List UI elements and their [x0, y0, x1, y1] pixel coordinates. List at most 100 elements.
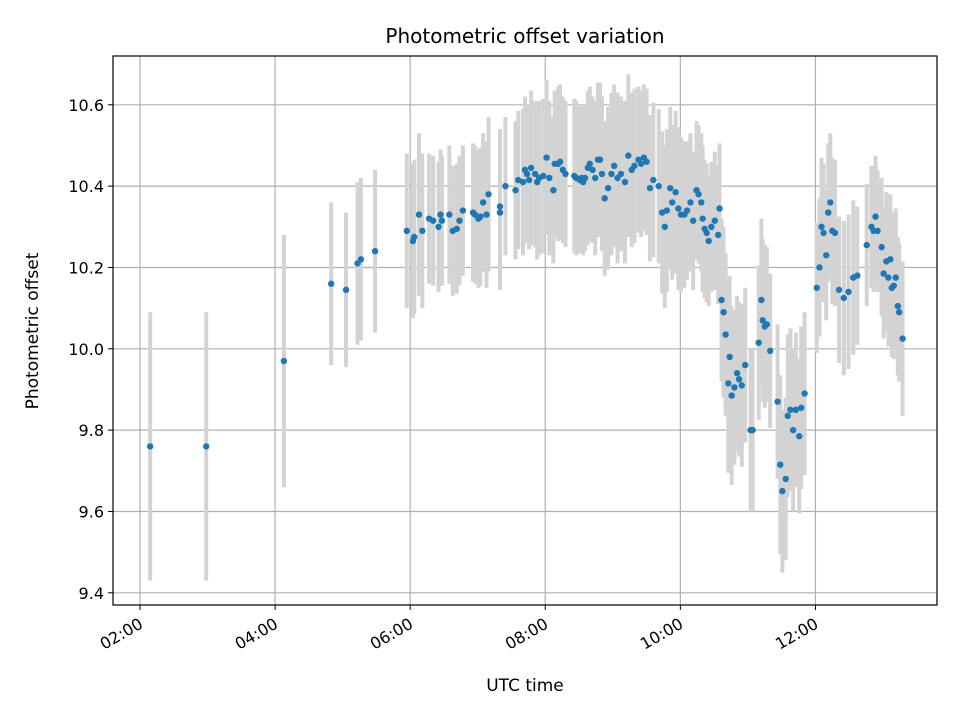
data-point: [792, 406, 800, 413]
data-point: [621, 178, 629, 186]
data-point: [738, 382, 746, 389]
y-tick-label: 9.4: [79, 584, 104, 603]
data-point: [479, 199, 487, 206]
data-point: [835, 286, 843, 294]
data-point: [581, 174, 589, 182]
data-point: [496, 209, 504, 216]
data-point: [820, 229, 827, 237]
data-point: [711, 217, 718, 224]
data-point: [728, 392, 735, 399]
data-point: [880, 270, 887, 277]
data-point: [459, 207, 467, 214]
data-point: [357, 256, 365, 263]
y-axis-label: Photometric offset: [23, 252, 43, 409]
data-point: [689, 217, 697, 224]
data-point: [661, 223, 669, 230]
data-point: [429, 217, 437, 224]
data-point: [589, 166, 596, 174]
data-point: [718, 296, 725, 304]
data-point: [453, 225, 460, 233]
data-point: [446, 211, 453, 218]
data-point: [813, 284, 820, 291]
data-point: [687, 199, 694, 206]
data-point: [546, 174, 553, 182]
data-point: [885, 274, 892, 281]
data-point: [327, 280, 335, 287]
y-tick-label: 10.2: [68, 258, 104, 277]
y-tick-label: 10.4: [68, 177, 104, 196]
data-point: [596, 156, 604, 163]
data-point: [722, 331, 729, 338]
data-point: [646, 184, 654, 192]
data-point: [631, 162, 638, 169]
data-point: [755, 339, 762, 346]
data-point: [798, 404, 805, 411]
y-tick-label: 9.8: [79, 421, 104, 440]
data-point: [419, 227, 426, 235]
x-tick-label: 06:00: [367, 614, 416, 654]
error-bars: [148, 74, 905, 581]
chart-title: Photometric offset variation: [385, 24, 664, 48]
data-point: [823, 252, 830, 259]
x-tick-label: 10:00: [637, 614, 686, 654]
data-point: [899, 335, 906, 342]
data-point: [782, 475, 789, 483]
data-point: [741, 361, 749, 369]
data-point: [663, 207, 671, 214]
data-point: [714, 231, 722, 239]
data-point: [698, 199, 705, 206]
data-point: [523, 170, 531, 178]
data-point: [637, 160, 645, 167]
data-point: [415, 211, 423, 218]
data-point: [840, 294, 847, 302]
data-point: [695, 191, 702, 198]
data-point: [796, 433, 803, 440]
data-point: [845, 288, 852, 296]
data-point: [543, 154, 550, 161]
data-point: [519, 178, 527, 186]
data-point: [496, 203, 504, 210]
data-point: [725, 380, 732, 387]
y-axis-ticks: 9.4 9.6 9.8 10.0 10.2 10.4 10.6: [68, 96, 113, 603]
data-point: [540, 172, 547, 180]
data-point: [801, 390, 808, 397]
data-point: [758, 296, 765, 304]
data-point: [610, 162, 618, 169]
data-point: [608, 170, 615, 178]
data-point: [280, 357, 288, 365]
data-points: [146, 152, 906, 495]
data-point: [598, 170, 606, 178]
data-point: [759, 317, 766, 324]
data-point: [435, 223, 442, 230]
data-point: [854, 272, 861, 279]
data-point: [825, 209, 832, 216]
data-point: [735, 376, 743, 383]
data-point: [650, 176, 657, 184]
data-point: [411, 233, 418, 241]
data-point: [874, 227, 881, 235]
data-point: [456, 217, 463, 224]
data-point: [774, 398, 781, 405]
data-point: [483, 211, 490, 218]
data-point: [779, 487, 786, 495]
data-point: [438, 217, 446, 224]
data-point: [146, 443, 154, 450]
data-point: [512, 187, 519, 194]
data-point: [699, 215, 706, 222]
data-point: [892, 274, 899, 281]
data-point: [592, 174, 599, 182]
data-point: [831, 229, 839, 237]
data-point: [525, 176, 533, 184]
data-point: [720, 309, 727, 316]
data-point: [604, 184, 612, 192]
x-tick-label: 02:00: [97, 614, 146, 654]
data-point: [872, 213, 879, 220]
data-point: [601, 195, 608, 202]
data-point: [731, 384, 738, 391]
data-point: [878, 243, 885, 251]
data-point: [827, 199, 834, 206]
data-point: [895, 309, 903, 316]
data-point: [655, 182, 662, 190]
data-point: [890, 282, 897, 289]
